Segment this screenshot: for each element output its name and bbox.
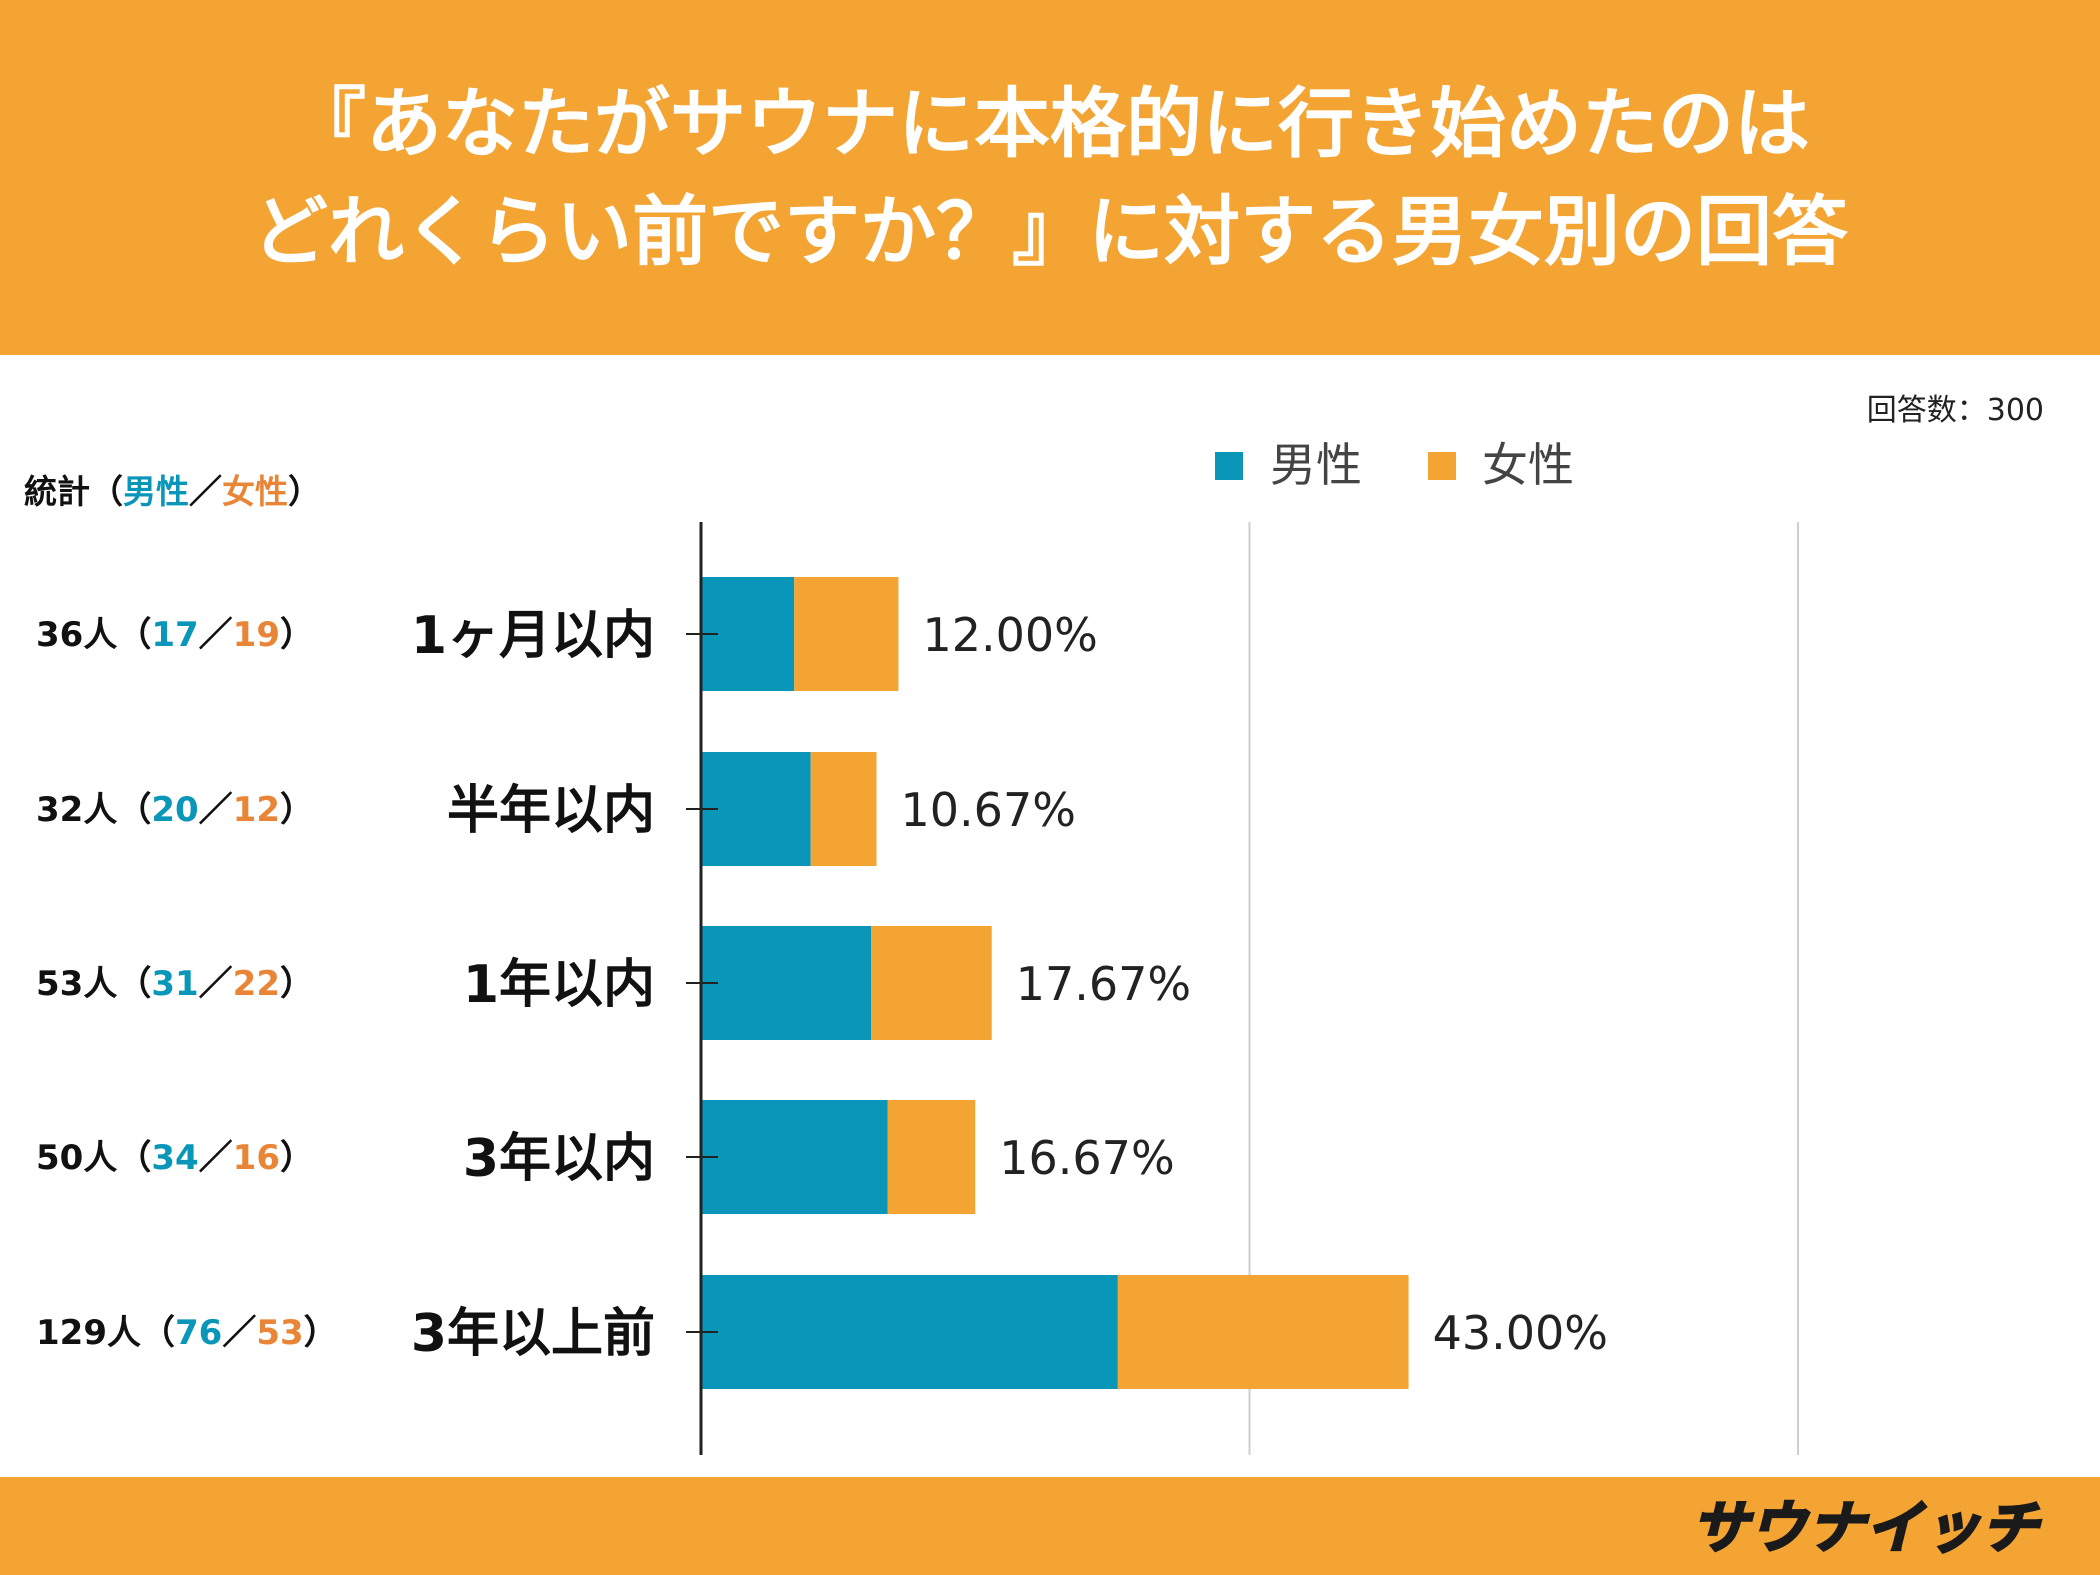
percent-label-4: 43.00%	[1433, 1306, 1608, 1360]
category-label-3: 3年以内	[463, 1129, 655, 1189]
stats-label-3: 50人（34／16）	[36, 1138, 314, 1178]
stats-label-4: 129人（76／53）	[36, 1313, 338, 1353]
bar-male-4	[701, 1275, 1118, 1389]
respondent-count: 回答数：300	[1866, 393, 2044, 428]
stats-header: 統計（男性／女性）	[24, 465, 321, 513]
category-label-0: 1ヶ月以内	[411, 606, 655, 666]
bar-female-3	[887, 1100, 976, 1214]
bar-female-1	[810, 752, 877, 866]
bar-male-3	[701, 1100, 888, 1214]
stats-label-2: 53人（31／22）	[36, 964, 314, 1004]
category-label-4: 3年以上前	[411, 1304, 655, 1364]
title-banner: 『あなたがサウナに本格的に行き始めたのは どれくらい前ですか？』に対する男女別の…	[0, 0, 2100, 355]
stats-prefix: 統計（	[24, 472, 123, 511]
legend-label-female: 女性	[1482, 438, 1574, 492]
stats-female-label: 女性	[222, 472, 288, 511]
bar-male-2	[701, 926, 872, 1040]
percent-label-0: 12.00%	[922, 608, 1097, 662]
percent-label-2: 17.67%	[1016, 957, 1191, 1011]
stats-label-1: 32人（20／12）	[36, 790, 314, 830]
percent-label-3: 16.67%	[999, 1131, 1174, 1185]
stats-label-0: 36人（17／19）	[36, 615, 314, 655]
stats-male-label: 男性	[123, 472, 189, 511]
chart-title: 『あなたがサウナに本格的に行き始めたのは どれくらい前ですか？』に対する男女別の…	[0, 70, 2100, 286]
brand-logo: サウナイッチ	[1691, 1495, 2040, 1563]
title-line-2: どれくらい前ですか？』に対する男女別の回答	[252, 187, 1848, 276]
legend-swatch-male	[1215, 452, 1243, 480]
stats-suffix: ）	[288, 472, 321, 511]
bar-female-0	[794, 577, 899, 691]
footer-banner: サウナイッチ	[0, 1477, 2100, 1575]
bar-female-2	[871, 926, 992, 1040]
category-label-1: 半年以内	[447, 781, 655, 841]
legend-swatch-female	[1428, 452, 1456, 480]
legend-label-male: 男性	[1270, 438, 1362, 492]
percent-label-1: 10.67%	[901, 783, 1076, 837]
bar-male-1	[701, 752, 811, 866]
title-line-1: 『あなたがサウナに本格的に行き始めたのは	[290, 79, 1810, 168]
stats-separator: ／	[189, 472, 222, 511]
bar-female-4	[1117, 1275, 1409, 1389]
category-label-2: 1年以内	[463, 955, 655, 1015]
